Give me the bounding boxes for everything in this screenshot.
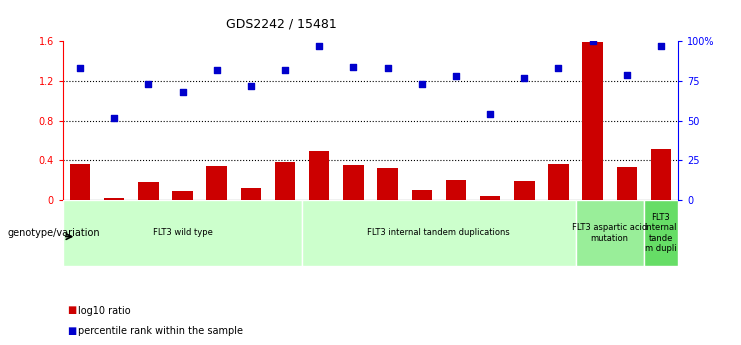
Bar <box>138 182 159 200</box>
Point <box>142 81 154 87</box>
Point <box>518 75 530 81</box>
Bar <box>480 196 500 200</box>
Point <box>587 39 599 44</box>
Bar <box>302 200 576 266</box>
Bar <box>644 200 678 266</box>
Bar <box>173 191 193 200</box>
Bar <box>343 165 364 200</box>
Point <box>382 66 393 71</box>
Text: FLT3 internal tandem duplications: FLT3 internal tandem duplications <box>368 228 511 237</box>
Bar <box>548 164 568 200</box>
Bar <box>651 148 671 200</box>
Text: ■: ■ <box>67 306 76 315</box>
Text: FLT3 wild type: FLT3 wild type <box>153 228 213 237</box>
Text: FLT3
internal
tande
m dupli: FLT3 internal tande m dupli <box>645 213 677 253</box>
Point <box>416 81 428 87</box>
Point <box>621 72 633 78</box>
Bar <box>63 200 302 266</box>
Text: ■: ■ <box>67 326 76 336</box>
Bar <box>275 162 296 200</box>
Bar <box>576 200 644 266</box>
Point <box>553 66 565 71</box>
Text: FLT3 aspartic acid
mutation: FLT3 aspartic acid mutation <box>572 223 648 243</box>
Bar <box>309 150 330 200</box>
Bar <box>514 181 534 200</box>
Text: percentile rank within the sample: percentile rank within the sample <box>78 326 243 336</box>
Text: GDS2242 / 15481: GDS2242 / 15481 <box>226 17 337 30</box>
Point <box>176 89 188 95</box>
Bar <box>445 180 466 200</box>
Point <box>210 67 222 73</box>
Bar <box>617 167 637 200</box>
Point <box>313 43 325 49</box>
Point <box>484 112 496 117</box>
Point <box>450 73 462 79</box>
Point <box>108 115 120 120</box>
Point <box>348 64 359 70</box>
Bar <box>104 198 124 200</box>
Bar <box>70 164 90 200</box>
Point <box>74 66 86 71</box>
Point <box>655 43 667 49</box>
Bar <box>207 166 227 200</box>
Bar <box>411 190 432 200</box>
Point <box>279 67 291 73</box>
Point <box>245 83 257 89</box>
Bar <box>582 42 603 200</box>
Text: log10 ratio: log10 ratio <box>78 306 130 315</box>
Bar <box>377 168 398 200</box>
Text: genotype/variation: genotype/variation <box>7 228 100 238</box>
Bar <box>241 188 261 200</box>
